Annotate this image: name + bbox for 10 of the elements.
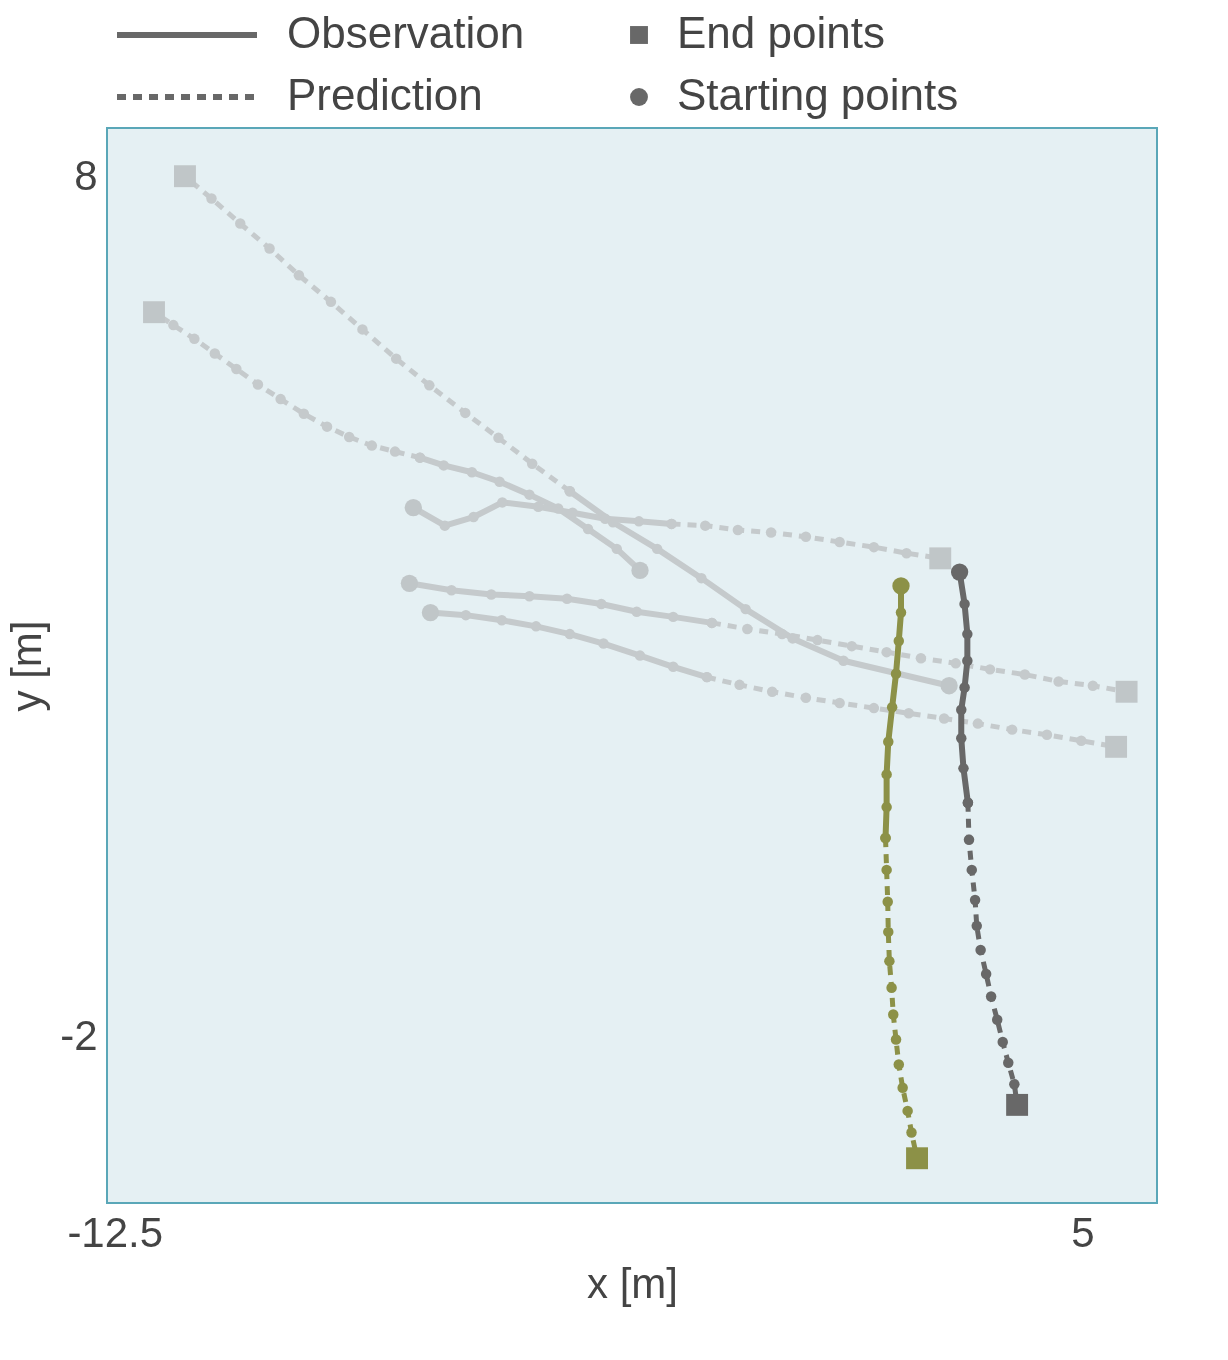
x-tick-label: 5 bbox=[1071, 1208, 1095, 1256]
legend-label: Starting points bbox=[677, 70, 959, 119]
x-tick-label: -12.5 bbox=[67, 1208, 164, 1256]
legend-label: End points bbox=[677, 8, 885, 57]
x-axis-title: x [m] bbox=[587, 1259, 678, 1307]
legend-label: Observation bbox=[287, 8, 525, 57]
legend-label: Prediction bbox=[287, 70, 483, 119]
y-tick-label: 8 bbox=[74, 151, 98, 199]
y-tick-label: -2 bbox=[60, 1012, 98, 1060]
y-axis-title: y [m] bbox=[3, 620, 51, 712]
